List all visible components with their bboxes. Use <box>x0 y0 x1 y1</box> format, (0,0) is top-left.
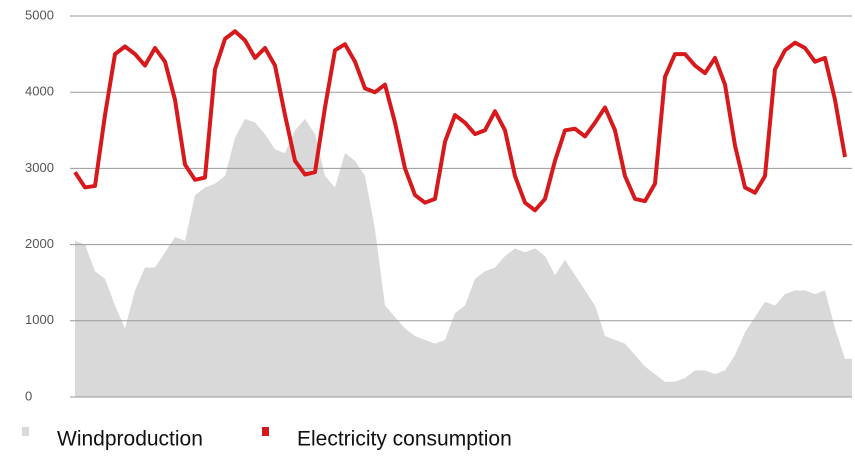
legend-label: Windproduction <box>57 428 203 451</box>
y-tick-label: 3000 <box>25 160 54 175</box>
y-tick-label: 4000 <box>25 84 54 99</box>
y-tick-label: 1000 <box>25 312 54 327</box>
line <box>73 29 847 213</box>
y-tick-label: 0 <box>25 388 32 403</box>
area <box>75 118 852 398</box>
legend-swatch <box>262 427 269 436</box>
legend-label: Electricity consumption <box>297 428 512 451</box>
y-tick-label: 2000 <box>25 236 54 251</box>
y-tick-label: 5000 <box>25 7 54 22</box>
legend-swatch <box>22 427 29 436</box>
